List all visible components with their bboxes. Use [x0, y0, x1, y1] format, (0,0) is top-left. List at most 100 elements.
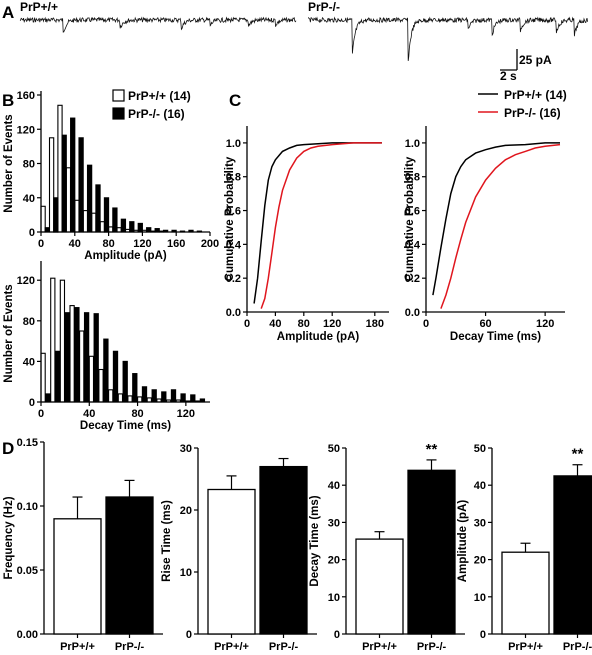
y-tick-label: 20 [328, 555, 340, 567]
histogram-bar-ko [70, 117, 76, 233]
histogram-bar-wt [108, 389, 114, 403]
y-tick-label: 20 [180, 505, 192, 517]
y-tick-label: 0.2 [226, 273, 241, 285]
y-tick-label: 0 [334, 629, 340, 641]
x-axis-label: Amplitude (pA) [84, 250, 167, 262]
x-axis-label: Decay Time (ms) [450, 331, 541, 343]
y-tick-label: 50 [328, 443, 340, 455]
y-tick-label: 0 [29, 397, 35, 409]
histogram-bar-wt [117, 393, 124, 403]
cdf-amplitude: 0.0 0.2 0.4 0.6 0.8 1.0 0 40 80 120 180 Amplitude (… [224, 126, 389, 343]
y-tick-label: 10 [180, 567, 192, 579]
histogram-bar-ko [45, 393, 51, 403]
histogram-bar-ko [161, 391, 167, 403]
significance-marker: ** [572, 446, 584, 463]
cdf-line-wt [253, 142, 382, 304]
y-tick-label: 0.6 [226, 206, 241, 218]
histogram-bar-wt [50, 277, 56, 403]
y-tick-label: 0.10 [17, 501, 38, 513]
y-tick-label: 80 [23, 316, 35, 328]
x-tick-label: 0 [38, 238, 44, 250]
x-tick-label: 180 [366, 318, 384, 330]
histogram-bar-ko [83, 312, 90, 403]
trace-wt-label: PrP+/+ [20, 0, 58, 14]
y-tick-label: 30 [328, 517, 340, 529]
histogram-bar-ko [93, 313, 99, 403]
trace-ko [308, 16, 588, 61]
y-tick-label: 10 [474, 592, 486, 604]
bar-frequency: 0.00 0.05 0.10 0.15 PrP+/+ PrP-/- Frequency (H… [3, 437, 163, 653]
histogram-bar-wt [74, 199, 80, 233]
y-tick-label: 0.2 [405, 273, 420, 285]
cdf-line-wt [432, 142, 560, 296]
histogram-bar-wt [137, 396, 143, 403]
legend-b-swatch-wt [112, 89, 125, 102]
legend-c-wt: PrP+/+ (14) [504, 88, 567, 102]
y-tick-label: 0.0 [226, 307, 241, 319]
histogram-bar-ko [103, 197, 110, 233]
histogram-bar-wt [88, 355, 95, 403]
y-tick-label: 10 [328, 592, 340, 604]
trace-wt [19, 16, 297, 33]
histogram-bar-wt [57, 104, 63, 233]
y-tick-label: 40 [328, 480, 340, 492]
histogram-bar-wt [48, 137, 55, 233]
trace-ko-label: PrP-/- [308, 0, 340, 14]
legend-b: PrP+/+ (14) PrP-/- (16) [112, 89, 191, 121]
histogram-bar-ko [170, 389, 177, 403]
histogram-bar-wt [108, 226, 114, 233]
histogram-bar-ko [190, 394, 196, 403]
y-tick-label: 160 [17, 90, 35, 102]
x-tick-label: PrP-/- [563, 641, 592, 653]
scalebar-y-label: 25 pA [519, 53, 552, 67]
y-tick-label: 40 [474, 480, 486, 492]
y-tick-label: 40 [23, 356, 35, 368]
bar-wt [501, 551, 550, 635]
bar-amplitude: 0 10 20 30 40 50 PrP+/+ PrP-/- ** Amplitude (pA) [457, 443, 592, 653]
y-axis-label: Cumulative Probability [224, 156, 236, 281]
y-tick-label: 0.00 [17, 629, 38, 641]
x-tick-label: 40 [269, 318, 281, 330]
bar-rise-time: 0 10 20 30 PrP+/+ PrP-/- Rise Time (ms) [161, 443, 317, 653]
x-tick-label: 120 [323, 318, 341, 330]
legend-b-swatch-ko [112, 107, 125, 120]
legend-c-ko: PrP-/- (16) [504, 106, 561, 120]
significance-marker: ** [426, 441, 438, 458]
x-tick-label: PrP-/- [115, 641, 145, 653]
y-axis-label: Cumulative Probability [404, 156, 416, 281]
x-tick-label: 0 [38, 408, 44, 420]
y-tick-label: 1.0 [226, 138, 241, 150]
histogram-bar-wt [99, 221, 105, 233]
x-tick-label: 80 [102, 238, 114, 250]
x-tick-label: PrP+/+ [508, 641, 543, 653]
bar-decay-time: 0 10 20 30 40 50 PrP+/+ PrP-/- ** Decay Time (ms) [309, 441, 465, 653]
scale-bar: 25 pA 2 s [500, 49, 552, 83]
histogram-bar-ko [122, 360, 128, 403]
x-tick-label: 40 [83, 408, 95, 420]
bar-wt [355, 538, 404, 635]
x-tick-label: 200 [201, 238, 219, 250]
panel-a-label: A [2, 3, 14, 22]
histogram-bar-wt [65, 167, 72, 233]
histogram-bar-ko [53, 197, 59, 233]
y-axis-label: Amplitude (pA) [457, 500, 469, 583]
histogram-bar-wt [82, 210, 89, 233]
y-tick-label: 20 [474, 555, 486, 567]
scalebar-x-label: 2 s [500, 69, 517, 83]
y-tick-label: 0.15 [17, 437, 38, 449]
histogram-bar-wt [79, 330, 85, 403]
panel-d-label: D [2, 439, 14, 458]
panel-c-label: C [229, 91, 241, 110]
legend-b-wt: PrP+/+ (14) [128, 89, 191, 103]
y-tick-label: 40 [23, 193, 35, 205]
histogram-bar-wt [69, 305, 75, 403]
histogram-bar-ko [103, 338, 109, 403]
histogram-bar-ko [61, 134, 67, 233]
x-tick-label: PrP-/- [269, 641, 299, 653]
y-axis-label: Number of Events [3, 284, 15, 382]
y-tick-label: 0.4 [226, 239, 242, 251]
bar-ko [407, 469, 456, 635]
y-tick-label: 30 [180, 443, 192, 455]
y-axis-label: Rise Time (ms) [161, 500, 173, 582]
